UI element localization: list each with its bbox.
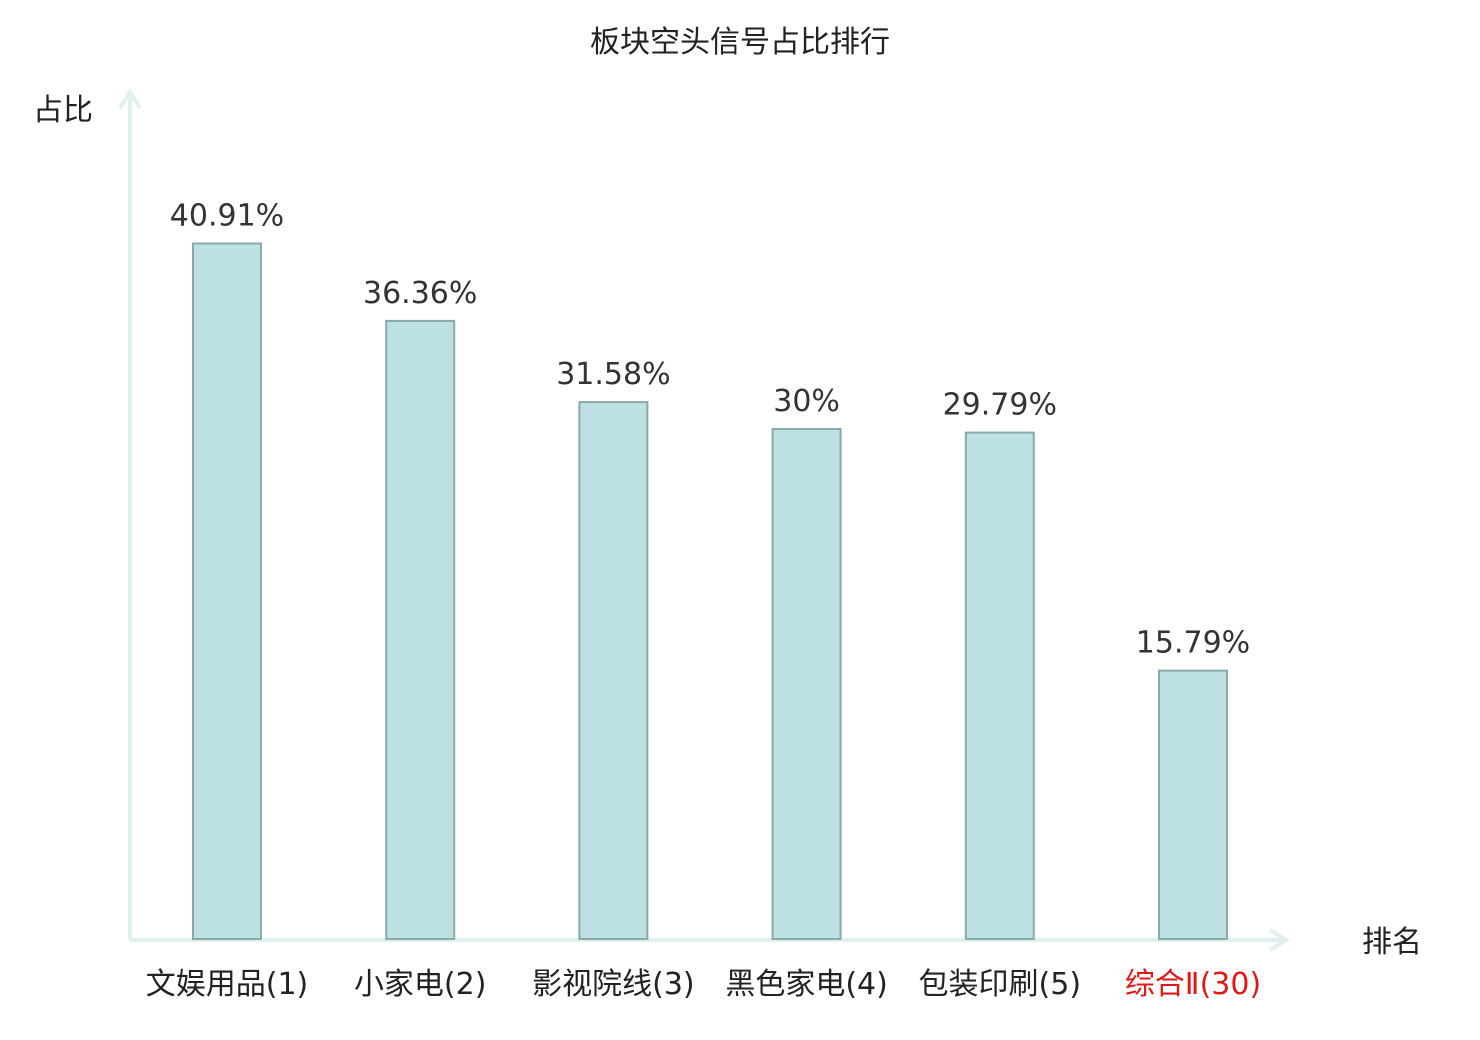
category-tick-label: 文娱用品(1) [146,967,309,1002]
bar [771,428,842,940]
bar [578,401,649,941]
category-labels-group: 文娱用品(1) 小家电(2) 影视院线(3) 黑色家电(4) 包装印刷(5) 综合Ⅱ(30… [146,967,1261,1002]
bars-group [192,242,1228,941]
category-tick-label: 影视院线(3) [532,967,695,1002]
bar [192,242,262,940]
bar-value-label: 31.58% [556,357,670,392]
bar-value-label: 40.91% [170,199,284,234]
bar [1158,669,1228,940]
bar-value-label: 30% [773,384,840,419]
bar [964,431,1035,940]
axes [118,88,1290,952]
x-axis-arrow [1268,928,1290,952]
category-tick-label: 黑色家电(4) [725,967,888,1002]
category-tick-label: 包装印刷(5) [919,967,1082,1002]
bar [385,319,456,940]
y-axis-label: 占比 [33,93,93,128]
category-tick-label: 小家电(2) [354,967,487,1002]
bar-value-label: 29.79% [943,388,1057,423]
x-axis-label: 排名 [1362,925,1422,960]
bar-value-label: 36.36% [363,276,477,311]
value-labels-group: 40.91% 36.36% 31.58% 30% 29.79% 15.79% [170,199,1250,661]
chart-title: 板块空头信号占比排行 [590,25,890,60]
bar-value-label: 15.79% [1136,626,1250,661]
y-axis-arrow [118,88,142,110]
category-tick-label: 综合Ⅱ(30) [1125,967,1261,1002]
